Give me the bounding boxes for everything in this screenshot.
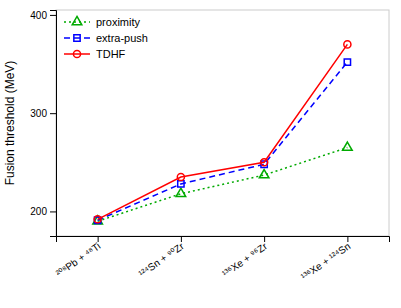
tick-label: 200 <box>30 206 47 217</box>
tick: ¹³⁶Xe + ¹²⁴Sn <box>299 236 352 282</box>
tick-mark <box>181 236 182 242</box>
series-line <box>98 62 348 220</box>
legend-label: proximity <box>96 16 141 28</box>
tick-mark <box>50 15 56 16</box>
legend: proximity extra-push TDHF <box>64 16 148 60</box>
tick-label: 300 <box>30 108 47 119</box>
tick-label: ¹²⁴Sn + ⁹⁰Zr <box>137 240 187 279</box>
tick: ¹²⁴Sn + ⁹⁰Zr <box>137 236 187 279</box>
tick-mark <box>264 236 265 242</box>
legend-label: TDHF <box>96 48 126 60</box>
point <box>344 41 351 48</box>
tick: 200 <box>30 206 56 217</box>
tick-mark <box>98 236 99 242</box>
point <box>178 181 184 187</box>
series-line <box>98 44 348 219</box>
axis-line <box>50 11 57 237</box>
tick-label: ¹³⁶Xe + ⁹⁶Zr <box>220 240 270 279</box>
plot: 200 300 400 ²⁰⁸Pb + ⁴⁸Ti ¹²⁴Sn + ⁹⁰Zr ¹³⁶Xe +… <box>30 10 389 283</box>
series-line <box>98 148 348 222</box>
legend-swatch <box>64 37 90 39</box>
series <box>93 142 352 224</box>
x-axis: ²⁰⁸Pb + ⁴⁸Ti ¹²⁴Sn + ⁹⁰Zr ¹³⁶Xe + ⁹⁶Zr ¹³⁶X… <box>54 236 390 282</box>
axis-line <box>57 237 390 243</box>
point <box>344 59 350 65</box>
series <box>94 59 350 224</box>
point <box>176 188 186 196</box>
legend-swatch <box>64 21 90 23</box>
legend-marker <box>72 16 82 24</box>
legend-marker <box>74 35 80 41</box>
tick-mark <box>50 211 56 212</box>
y-axis: 200 300 400 <box>30 10 56 237</box>
point <box>177 173 184 180</box>
point <box>259 170 269 178</box>
series <box>94 41 351 223</box>
tick-label: 400 <box>30 10 47 21</box>
tick-mark <box>50 113 56 114</box>
legend-label: extra-push <box>96 32 148 44</box>
tick-label: ¹³⁶Xe + ¹²⁴Sn <box>299 240 352 282</box>
point <box>343 142 353 150</box>
tick-label: ²⁰⁸Pb + ⁴⁸Ti <box>54 240 103 279</box>
tick: ²⁰⁸Pb + ⁴⁸Ti <box>54 236 103 279</box>
marks <box>93 41 352 224</box>
point <box>94 216 101 223</box>
tick: ¹³⁶Xe + ⁹⁶Zr <box>220 236 270 279</box>
point <box>261 159 268 166</box>
tick: 300 <box>30 108 56 119</box>
y-axis-title: Fusion threshold (MeV) <box>3 61 17 186</box>
tick-mark <box>347 236 348 242</box>
legend-item: proximity <box>64 16 141 28</box>
legend-marker <box>73 50 80 57</box>
plot-frame <box>56 10 389 236</box>
legend-swatch <box>64 53 90 55</box>
chart: 200 300 400 ²⁰⁸Pb + ⁴⁸Ti ¹²⁴Sn + ⁹⁰Zr ¹³⁶Xe +… <box>0 0 401 308</box>
legend-item: TDHF <box>64 48 126 60</box>
tick: 400 <box>30 10 56 21</box>
legend-item: extra-push <box>64 32 148 44</box>
